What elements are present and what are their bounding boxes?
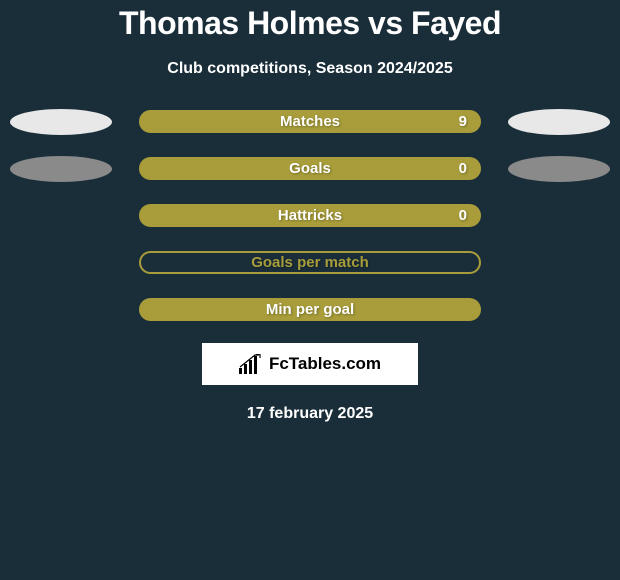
ellipse-right — [508, 109, 610, 135]
stat-value: 0 — [459, 160, 467, 177]
subtitle: Club competitions, Season 2024/2025 — [167, 60, 452, 78]
stat-bar: Goals per match — [139, 251, 481, 274]
stat-bar: Goals 0 — [139, 157, 481, 180]
stat-value: 0 — [459, 207, 467, 224]
logo-text: FcTables.com — [269, 354, 381, 374]
stat-label: Min per goal — [266, 301, 354, 318]
stat-row: Min per goal — [0, 298, 620, 321]
stat-label: Goals — [289, 160, 331, 177]
stats-area: Matches 9 Goals 0 Hattricks 0 Goals per match M… — [0, 110, 620, 321]
stat-label: Hattricks — [278, 207, 342, 224]
stat-row: Goals 0 — [0, 157, 620, 180]
page-title: Thomas Holmes vs Fayed — [119, 5, 501, 42]
ellipse-right — [508, 156, 610, 182]
stat-bar: Matches 9 — [139, 110, 481, 133]
stat-label: Matches — [280, 113, 340, 130]
date-label: 17 february 2025 — [247, 405, 373, 423]
stat-row: Matches 9 — [0, 110, 620, 133]
stat-row: Hattricks 0 — [0, 204, 620, 227]
stat-bar: Min per goal — [139, 298, 481, 321]
logo-box: FcTables.com — [202, 343, 418, 385]
main-container: Thomas Holmes vs Fayed Club competitions… — [0, 0, 620, 423]
stat-bar: Hattricks 0 — [139, 204, 481, 227]
ellipse-left — [10, 109, 112, 135]
stat-label: Goals per match — [251, 254, 369, 271]
chart-bars-icon — [239, 354, 263, 374]
ellipse-left — [10, 156, 112, 182]
stat-value: 9 — [459, 113, 467, 130]
stat-row: Goals per match — [0, 251, 620, 274]
